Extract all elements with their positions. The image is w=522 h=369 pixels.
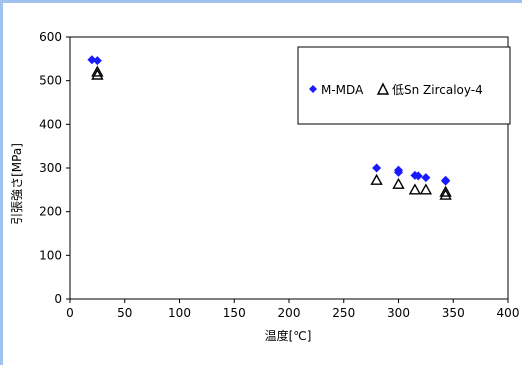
x-tick-label: 400	[497, 306, 520, 320]
y-tick-label: 600	[39, 30, 62, 44]
m-mda-point	[372, 163, 382, 173]
zircaloy-point	[439, 188, 452, 200]
m-mda-point	[87, 55, 97, 65]
y-tick-label: 400	[39, 117, 62, 131]
y-tick-label: 200	[39, 205, 62, 219]
m-mda-point	[394, 167, 403, 177]
x-axis-label: 温度[℃]	[265, 328, 312, 343]
legend-label-m-mda: M-MDA	[321, 83, 364, 97]
x-tick-label: 100	[168, 306, 191, 320]
legend-marker-zircaloy	[376, 82, 390, 95]
y-tick-label: 300	[39, 161, 62, 175]
zircaloy-point	[91, 68, 104, 80]
x-tick-label: 150	[223, 306, 246, 320]
y-tick-label: 0	[54, 292, 62, 306]
x-tick-label: 0	[66, 306, 74, 320]
chart: 0 50 100 150 200 250 300 350 400 0 100 200 300 400 500…	[10, 30, 519, 343]
x-tick-label: 50	[117, 306, 132, 320]
x-tick-label: 250	[332, 306, 355, 320]
points-layer	[87, 55, 452, 200]
m-mda-point	[413, 171, 423, 181]
legend: M-MDA 低Sn Zircaloy-4	[297, 46, 511, 125]
m-mda-point	[421, 173, 431, 183]
legend-box	[297, 46, 511, 125]
x-tick-label: 350	[442, 306, 465, 320]
x-tick-label: 200	[278, 306, 301, 320]
y-tick-label: 500	[39, 74, 62, 88]
m-mda-point	[441, 176, 451, 186]
zircaloy-point	[392, 177, 405, 189]
zircaloy-point	[370, 173, 383, 185]
m-mda-point	[92, 56, 102, 66]
zircaloy-point	[419, 183, 433, 195]
legend-label-zircaloy: 低Sn Zircaloy-4	[392, 83, 483, 97]
legend-marker-m-mda	[309, 85, 317, 93]
y-axis-label: 引張強さ[MPa]	[10, 143, 24, 225]
zircaloy-point	[408, 183, 422, 195]
axes-layer: 0 50 100 150 200 250 300 350 400 0 100 200 300 400 500…	[39, 30, 519, 320]
x-tick-label: 300	[387, 306, 410, 320]
zircaloy-point	[439, 185, 452, 197]
y-tick-label: 100	[39, 248, 62, 262]
zircaloy-point	[91, 65, 104, 77]
